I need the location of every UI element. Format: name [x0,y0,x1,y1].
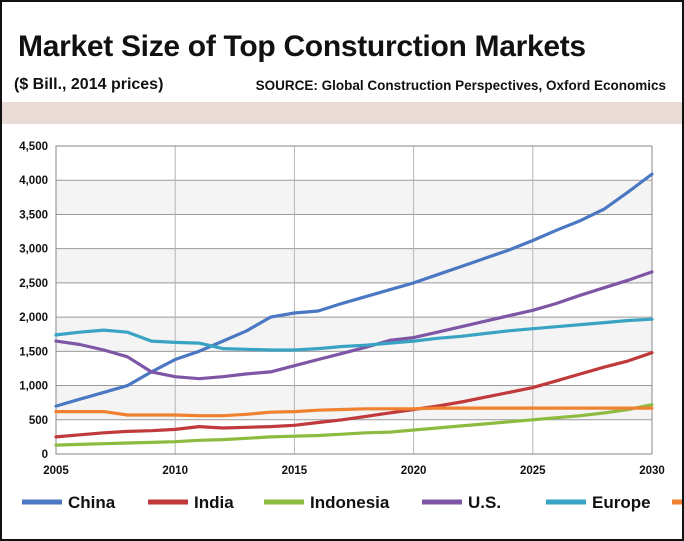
y-tick-label: 3,500 [19,209,48,221]
plot-band [56,419,652,454]
y-tick-label: 4,500 [19,141,48,153]
x-tick-label: 2020 [401,465,427,477]
y-tick-label: 0 [42,449,48,461]
y-tick-label: 500 [29,415,48,427]
plot-band [56,180,652,215]
chart-subtitle: ($ Bill., 2014 prices) [14,76,164,93]
y-tick-label: 1,500 [19,346,48,358]
y-tick-label: 4,000 [19,175,48,187]
header-divider-band [2,102,682,124]
x-tick-label: 2030 [639,465,665,477]
y-tick-label: 1,000 [19,381,48,393]
legend-label-u-s: U.S. [468,493,501,512]
x-tick-label: 2010 [162,465,188,477]
series-line-indonesia [54,403,654,447]
source-note: SOURCE: Global Construction Perspectives… [255,78,666,93]
series-line-india [54,351,654,439]
chart-title: Market Size of Top Consturction Markets [18,30,586,63]
legend-label-europe: Europe [592,493,651,512]
line-chart: 0 500 1,000 1,500 2,000 2,500 3,000 3,500 4,000 4… [19,141,682,512]
plot-band [56,214,652,249]
series-line-china [54,172,654,408]
y-tick-label: 2,500 [19,278,48,290]
legend-label-indonesia: Indonesia [310,493,390,512]
series-line-u-s [54,270,654,381]
series-line-japan [54,406,654,418]
x-tick-label: 2015 [282,465,308,477]
plot-band [56,146,652,181]
legend-label-china: China [68,493,116,512]
plot-area: 0 500 1,000 1,500 2,000 2,500 3,000 3,500 4,000 4… [2,124,682,539]
x-tick-label: 2025 [520,465,546,477]
plot-border [55,145,653,455]
series-line-europe [54,317,654,352]
plot-band [56,248,652,283]
y-tick-label: 3,000 [19,244,48,256]
x-tick-label: 2005 [43,465,69,477]
y-tick-label: 2,000 [19,312,48,324]
legend-label-india: India [194,493,234,512]
